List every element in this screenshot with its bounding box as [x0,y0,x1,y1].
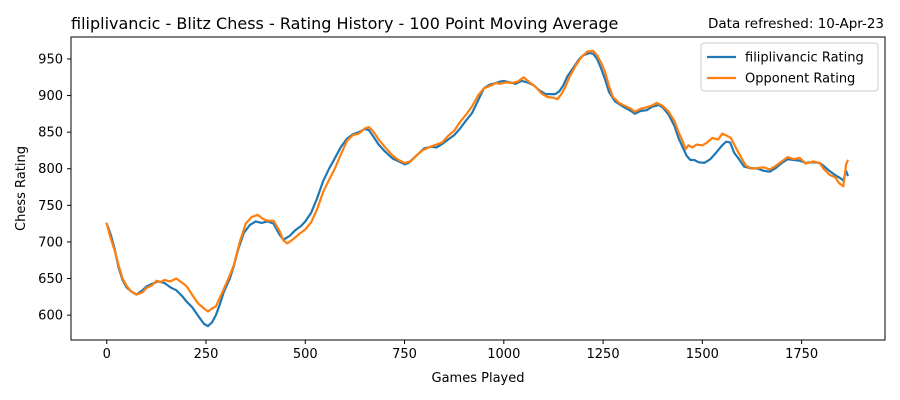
x-axis-label: Games Played [432,371,525,386]
series-line-opponent-rating [105,49,849,313]
chart-legend: filiplivancic Rating Opponent Rating [700,42,879,92]
x-tick-label: 250 [194,347,219,362]
y-tick-label: 850 [38,126,63,141]
x-tick-label: 1750 [785,347,818,362]
x-axis-ticks: 0 250 500 750 1000 1250 1500 1750 [103,340,818,362]
y-axis-ticks: 600 650 700 750 800 850 900 950 [38,52,71,324]
data-refreshed-note: Data refreshed: 10-Apr-23 [708,16,884,32]
x-tick-label: 1000 [487,347,520,362]
legend-label-filiplivancic-rating: filiplivancic Rating [745,51,864,66]
y-tick-label: 700 [38,235,63,250]
legend-box [700,42,879,92]
y-tick-label: 950 [38,52,63,67]
x-tick-label: 1500 [686,347,719,362]
y-tick-label: 800 [38,162,63,177]
y-tick-label: 650 [38,272,63,287]
y-tick-label: 600 [38,309,63,324]
chart-title: filiplivancic - Blitz Chess - Rating His… [71,14,618,33]
x-tick-label: 1250 [587,347,620,362]
y-axis-label: Chess Rating [14,146,29,231]
plot-lines [105,49,849,328]
x-tick-label: 500 [293,347,318,362]
x-tick-label: 0 [103,347,111,362]
x-tick-label: 750 [392,347,417,362]
y-tick-label: 900 [38,89,63,104]
plot-area-frame [70,36,886,341]
y-tick-label: 750 [38,199,63,214]
legend-label-opponent-rating: Opponent Rating [745,72,855,87]
